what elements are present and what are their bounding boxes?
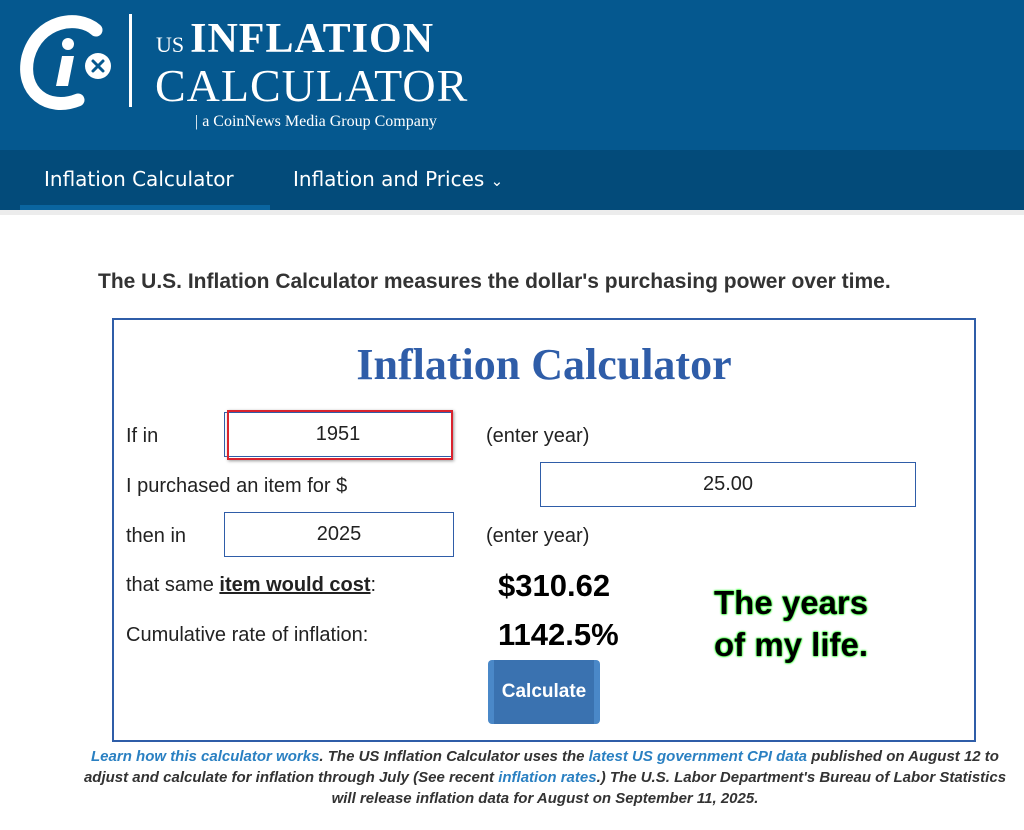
footer-text: .) The U.S. Labor Department's Bureau of…	[331, 769, 1007, 807]
item-cost-link[interactable]: item would cost	[219, 574, 371, 596]
enter-year-hint: (enter year)	[486, 525, 590, 547]
logo-subtitle: | a CoinNews Media Group Company	[195, 113, 437, 130]
main-nav: Inflation Calculator Inflation and Price…	[0, 150, 1024, 210]
logo-us: US	[156, 32, 185, 57]
enter-year-hint: (enter year)	[486, 425, 590, 447]
cost-label-text: that same	[126, 574, 220, 596]
annotation-text: The years of my life.	[714, 582, 868, 666]
if-in-label: If in	[126, 425, 159, 447]
footer-text: published on August 12 to adjust and cal…	[83, 748, 999, 786]
tagline: The U.S. Inflation Calculator measures t…	[98, 270, 891, 293]
calculator-box: Inflation Calculator If in 1951 (enter y…	[112, 318, 976, 742]
note-line: of my life.	[714, 626, 869, 663]
site-header: US INFLATION CALCULATOR | a CoinNews Med…	[0, 0, 1024, 150]
cost-value: $310.62	[498, 568, 611, 603]
nav-label: Inflation and Prices	[293, 167, 485, 191]
logo-icon[interactable]	[18, 12, 118, 112]
start-year-input[interactable]: 1951	[224, 412, 452, 457]
nav-inflation-calculator[interactable]: Inflation Calculator	[44, 167, 234, 191]
rate-label: Cumulative rate of inflation:	[126, 624, 369, 646]
end-year-value: 2025	[316, 523, 362, 545]
chevron-down-icon: ⌄	[490, 172, 504, 190]
calculate-button[interactable]: Calculate	[488, 660, 600, 724]
calculator-title: Inflation Calculator	[356, 340, 732, 389]
active-tab-indicator	[20, 205, 270, 210]
cost-label: that same item would cost:	[126, 573, 376, 597]
logo-line: US INFLATION	[156, 16, 434, 62]
note-line: The years	[714, 584, 869, 621]
footer-text: . The US Inflation Calculator uses the	[319, 748, 589, 765]
learn-how-link[interactable]: Learn how this calculator works	[91, 748, 320, 765]
amount-input[interactable]: 25.00	[540, 462, 916, 507]
cpi-data-link[interactable]: latest US government CPI data	[588, 748, 808, 765]
divider	[0, 210, 1024, 215]
purchased-label: I purchased an item for $	[126, 475, 348, 497]
highlight-box	[227, 410, 453, 460]
amount-value: 25.00	[702, 473, 754, 495]
logo-calculator: CALCULATOR	[155, 60, 469, 111]
rate-value: 1142.5%	[498, 617, 619, 652]
nav-inflation-and-prices[interactable]: Inflation and Prices ⌄	[293, 166, 503, 194]
start-year-value: 1951	[315, 423, 361, 445]
logo-inflation: INFLATION	[190, 16, 435, 62]
logo-divider	[129, 14, 132, 107]
then-in-label: then in	[126, 525, 187, 547]
footer-note: Learn how this calculator works. The US …	[70, 746, 1020, 809]
end-year-input[interactable]: 2025	[224, 512, 454, 557]
inflation-rates-link[interactable]: inflation rates	[498, 769, 597, 786]
colon: :	[370, 574, 377, 596]
